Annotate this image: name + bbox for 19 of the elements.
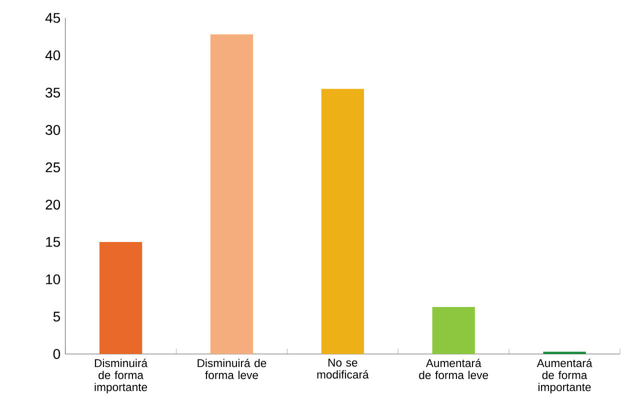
bar: [99, 242, 142, 354]
y-tick-label: 40: [45, 50, 60, 60]
y-tick-label: 15: [46, 237, 60, 247]
y-tick-label: 0: [53, 349, 60, 359]
bar: [210, 34, 254, 354]
y-tick-label: 10: [46, 274, 60, 284]
y-tick-label: 35: [46, 88, 60, 98]
x-tick-label: Disminuirá de forma importante: [94, 358, 148, 394]
y-tick-label: 25: [46, 162, 60, 172]
y-tick-label: 30: [46, 125, 60, 135]
y-tick-label: 20: [46, 200, 60, 210]
bar: [321, 88, 364, 354]
x-tick-label: Aumentará de forma leve: [419, 358, 488, 380]
x-tick-label: Aumentará de forma importante: [536, 358, 592, 394]
x-tick-label: No se modificará: [317, 358, 369, 379]
x-tick-label: Disminuirá de forma leve: [198, 358, 266, 380]
bar: [432, 306, 475, 354]
y-tick-label: 45: [45, 13, 60, 23]
y-tick-label: 5: [53, 312, 60, 322]
